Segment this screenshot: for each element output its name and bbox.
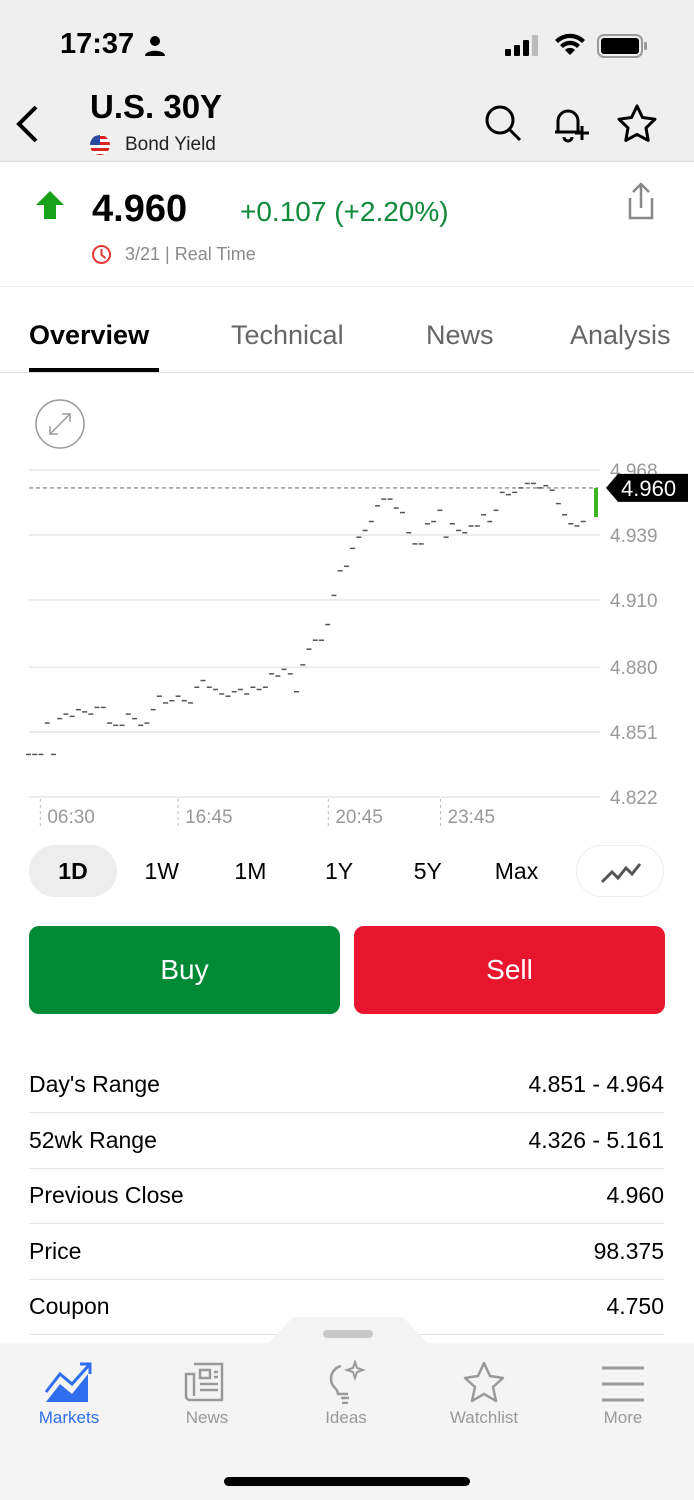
nav-watchlist[interactable]: Watchlist bbox=[415, 1360, 553, 1428]
x-tick-label: 16:45 bbox=[185, 807, 233, 828]
nav-more[interactable]: More bbox=[554, 1360, 692, 1428]
back-button[interactable] bbox=[14, 104, 40, 144]
news-icon bbox=[184, 1362, 224, 1402]
markets-icon bbox=[44, 1362, 92, 1402]
range-1m[interactable]: 1M bbox=[234, 858, 267, 884]
up-arrow-icon bbox=[36, 191, 64, 219]
stat-value: 4.750 bbox=[606, 1293, 664, 1320]
stat-value: 98.375 bbox=[593, 1237, 664, 1264]
home-indicator bbox=[224, 1477, 470, 1486]
expand-chart-button[interactable] bbox=[34, 398, 86, 450]
x-tick-label: 23:45 bbox=[448, 807, 496, 828]
range-1w[interactable]: 1W bbox=[144, 858, 179, 884]
page-title: U.S. 30Y bbox=[90, 88, 223, 125]
range-5y[interactable]: 5Y bbox=[413, 858, 442, 884]
star-icon bbox=[463, 1361, 505, 1403]
last-price: 4.960 bbox=[92, 188, 188, 230]
last-price-tag bbox=[606, 473, 688, 502]
person-icon bbox=[145, 36, 165, 56]
y-tick-label: 4.822 bbox=[610, 788, 658, 809]
stat-label: Coupon bbox=[29, 1293, 110, 1320]
watchlist-star-icon[interactable] bbox=[616, 103, 658, 143]
price-change: +0.107 (+2.20%) bbox=[240, 196, 449, 227]
tab-overview[interactable]: Overview bbox=[29, 320, 150, 350]
stat-row: Day's Range 4.851 - 4.964 bbox=[29, 1057, 664, 1113]
nav-markets[interactable]: Markets bbox=[0, 1360, 138, 1428]
signal-icon bbox=[505, 35, 538, 56]
y-tick-label: 4.910 bbox=[610, 591, 658, 612]
y-tick-label: 4.939 bbox=[610, 526, 658, 547]
active-tab-indicator bbox=[29, 368, 159, 372]
chart-type-button[interactable] bbox=[576, 845, 664, 897]
stat-value: 4.960 bbox=[606, 1182, 664, 1209]
divider bbox=[0, 286, 694, 287]
y-tick-label: 4.880 bbox=[610, 658, 658, 679]
tab-analysis[interactable]: Analysis bbox=[570, 320, 671, 350]
line-chart-icon bbox=[600, 863, 642, 884]
y-tick-label: 4.851 bbox=[610, 723, 658, 744]
tab-technical[interactable]: Technical bbox=[231, 320, 344, 350]
stat-label: Price bbox=[29, 1237, 82, 1264]
last-candle bbox=[594, 487, 598, 518]
ideas-icon bbox=[329, 1360, 367, 1404]
x-tick-label: 20:45 bbox=[335, 807, 383, 828]
nav-label: News bbox=[185, 1408, 229, 1427]
stat-value: 4.851 - 4.964 bbox=[528, 1071, 664, 1097]
instrument-type: Bond Yield bbox=[125, 134, 216, 155]
battery-icon bbox=[597, 34, 647, 58]
stat-value: 4.326 - 5.161 bbox=[528, 1126, 664, 1153]
sell-button[interactable]: Sell bbox=[354, 926, 665, 1014]
menu-icon bbox=[602, 1366, 644, 1402]
buy-button[interactable]: Buy bbox=[29, 926, 340, 1014]
nav-label: More bbox=[603, 1408, 643, 1427]
quote-timestamp: 3/21 | Real Time bbox=[125, 244, 256, 264]
tab-news[interactable]: News bbox=[426, 320, 494, 350]
top-bar bbox=[0, 0, 694, 162]
range-max[interactable]: Max bbox=[494, 858, 539, 884]
search-icon[interactable] bbox=[484, 104, 522, 142]
stat-row: Previous Close 4.960 bbox=[29, 1168, 664, 1225]
sheet-handle[interactable] bbox=[268, 1316, 428, 1344]
alert-bell-icon[interactable] bbox=[549, 102, 591, 144]
x-tick-label: 06:30 bbox=[47, 807, 95, 828]
stat-row: Price 98.375 bbox=[29, 1224, 664, 1280]
tab-divider bbox=[0, 372, 694, 373]
stat-label: 52wk Range bbox=[29, 1126, 157, 1153]
share-icon[interactable] bbox=[625, 182, 657, 222]
clock-icon bbox=[92, 245, 111, 264]
us-flag-icon bbox=[90, 135, 110, 155]
stat-label: Day's Range bbox=[29, 1071, 160, 1097]
nav-label: Ideas bbox=[325, 1408, 367, 1427]
stat-label: Previous Close bbox=[29, 1182, 184, 1209]
status-time: 17:37 bbox=[60, 28, 135, 60]
stat-row: 52wk Range 4.326 - 5.161 bbox=[29, 1113, 664, 1169]
nav-label: Markets bbox=[38, 1408, 100, 1427]
last-price-label: 4.960 bbox=[621, 476, 676, 501]
nav-label: Watchlist bbox=[449, 1408, 519, 1427]
range-1y[interactable]: 1Y bbox=[325, 858, 354, 884]
wifi-icon bbox=[555, 33, 585, 55]
nav-news[interactable]: News bbox=[138, 1360, 276, 1428]
nav-ideas[interactable]: Ideas bbox=[277, 1360, 415, 1428]
range-1d[interactable]: 1D bbox=[29, 845, 117, 897]
